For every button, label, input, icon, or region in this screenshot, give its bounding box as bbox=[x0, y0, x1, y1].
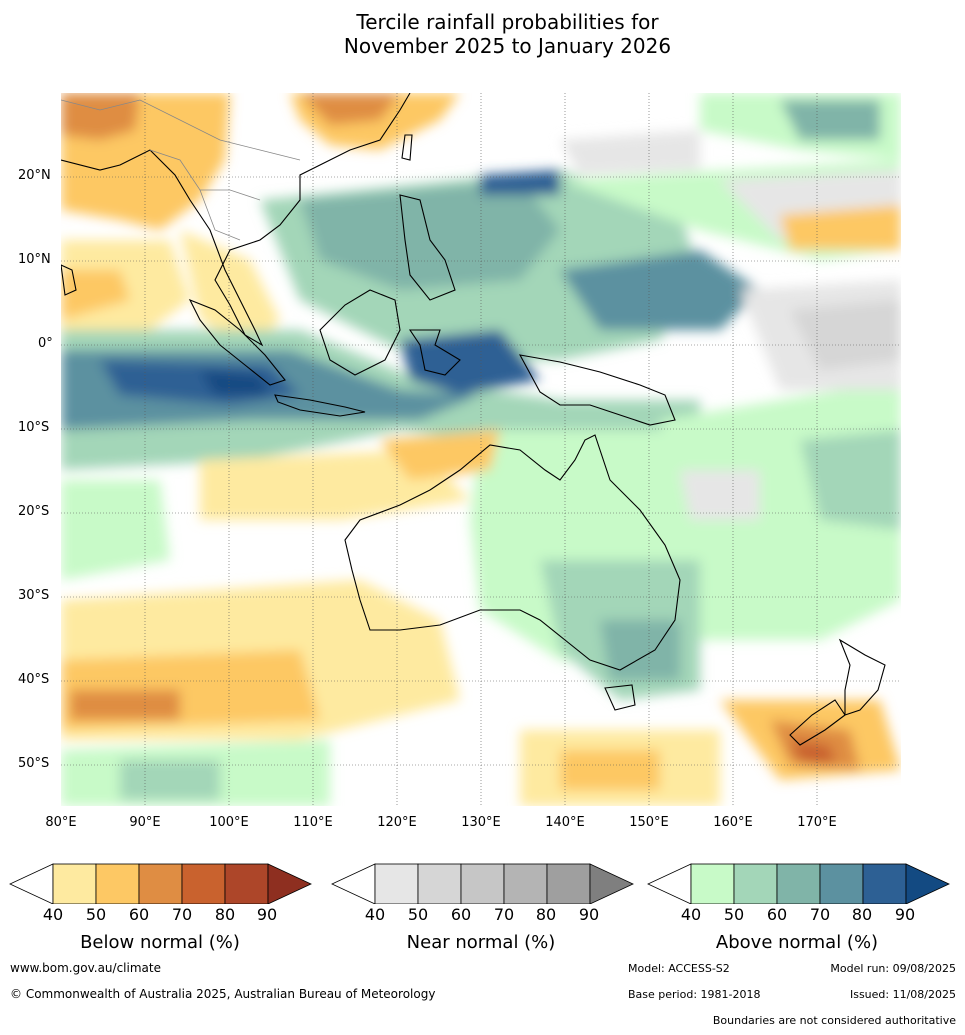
legend-extend-low bbox=[331, 863, 376, 904]
legend-swatch bbox=[181, 863, 226, 904]
latitude-label: 50°S bbox=[18, 756, 50, 771]
near-normal-legend-title: Near normal (%) bbox=[406, 932, 556, 953]
longitude-label: 170°E bbox=[797, 815, 837, 830]
new-guinea-coastline bbox=[518, 354, 676, 426]
legend-tick: 60 bbox=[450, 905, 472, 924]
taiwan-coastline bbox=[401, 134, 413, 161]
legend-swatch bbox=[95, 863, 140, 904]
latitude-label: 10°S bbox=[18, 420, 50, 435]
legend-swatch bbox=[776, 863, 821, 904]
latitude-label: 30°S bbox=[18, 588, 50, 603]
legend-swatch bbox=[224, 863, 269, 904]
base-period-text: Base period: 1981-2018 bbox=[628, 988, 761, 1001]
legend-tick: 90 bbox=[894, 905, 916, 924]
sri-lanka-coastline bbox=[61, 264, 77, 296]
legend-extend-high bbox=[589, 863, 634, 904]
legend-extend-high bbox=[267, 863, 312, 904]
above-normal-legend-title: Above normal (%) bbox=[715, 932, 879, 953]
legend-swatch bbox=[546, 863, 591, 904]
legend-tick: 60 bbox=[766, 905, 788, 924]
rainfall-probability-map bbox=[61, 93, 901, 806]
borneo-coastline bbox=[319, 289, 401, 376]
legend-tick: 80 bbox=[214, 905, 236, 924]
copyright-text: © Commonwealth of Australia 2025, Austra… bbox=[10, 987, 436, 1001]
model-text: Model: ACCESS-S2 bbox=[628, 962, 730, 975]
australia-coastline bbox=[344, 434, 681, 671]
legend-extend-low bbox=[9, 863, 54, 904]
sumatra-coastline bbox=[188, 298, 286, 386]
map-title: Tercile rainfall probabilities for Novem… bbox=[0, 10, 965, 58]
legend-swatch bbox=[690, 863, 735, 904]
latitude-label: 0° bbox=[38, 336, 53, 351]
longitude-label: 160°E bbox=[713, 815, 753, 830]
legend-tick: 90 bbox=[256, 905, 278, 924]
map-title-line-1: Tercile rainfall probabilities for bbox=[356, 10, 659, 34]
java-coastline bbox=[274, 394, 366, 417]
disclaimer-text: Boundaries are not considered authoritat… bbox=[712, 1014, 956, 1027]
probability-field bbox=[61, 93, 901, 806]
latitude-label: 20°S bbox=[18, 504, 50, 519]
legend-swatch bbox=[52, 863, 97, 904]
legend-tick: 40 bbox=[364, 905, 386, 924]
legend-swatch bbox=[460, 863, 505, 904]
latitude-label: 40°S bbox=[18, 672, 50, 687]
legend-tick: 70 bbox=[171, 905, 193, 924]
new-zealand-coastline bbox=[789, 638, 886, 746]
country-borders bbox=[61, 99, 301, 241]
legend-swatch bbox=[503, 863, 548, 904]
legend-tick: 80 bbox=[851, 905, 873, 924]
legend-extend-low bbox=[647, 863, 692, 904]
legend-swatch bbox=[733, 863, 778, 904]
longitude-label: 140°E bbox=[545, 815, 585, 830]
tasmania-coastline bbox=[604, 684, 636, 711]
coastlines bbox=[61, 93, 886, 746]
longitude-label: 80°E bbox=[45, 815, 77, 830]
longitude-label: 100°E bbox=[209, 815, 249, 830]
legend-swatch bbox=[374, 863, 419, 904]
below-normal-legend-title: Below normal (%) bbox=[80, 932, 240, 953]
latitude-label: 20°N bbox=[18, 168, 51, 183]
legend-tick: 50 bbox=[85, 905, 107, 924]
website-link[interactable]: www.bom.gov.au/climate bbox=[10, 961, 161, 975]
map-title-line-2: November 2025 to January 2026 bbox=[343, 34, 672, 58]
legend-tick: 90 bbox=[578, 905, 600, 924]
sulawesi-coastline bbox=[408, 329, 461, 376]
philippines-coastline bbox=[399, 194, 456, 301]
near-normal-colorbar bbox=[331, 863, 634, 904]
legend-tick: 70 bbox=[493, 905, 515, 924]
legend-tick: 40 bbox=[680, 905, 702, 924]
longitude-label: 90°E bbox=[129, 815, 161, 830]
issued-text: Issued: 11/08/2025 bbox=[849, 988, 956, 1001]
graticule bbox=[61, 93, 901, 806]
legend-tick: 40 bbox=[42, 905, 64, 924]
longitude-label: 130°E bbox=[461, 815, 501, 830]
legend-tick: 50 bbox=[407, 905, 429, 924]
legend-tick: 60 bbox=[128, 905, 150, 924]
legend-swatch bbox=[138, 863, 183, 904]
model-run-text: Model run: 09/08/2025 bbox=[830, 962, 956, 975]
legend-tick: 70 bbox=[809, 905, 831, 924]
legend-tick: 50 bbox=[723, 905, 745, 924]
above-normal-colorbar bbox=[647, 863, 950, 904]
longitude-label: 120°E bbox=[377, 815, 417, 830]
latitude-label: 10°N bbox=[18, 252, 51, 267]
legend-swatch bbox=[862, 863, 907, 904]
legend-tick: 80 bbox=[535, 905, 557, 924]
legend-swatch bbox=[819, 863, 864, 904]
legend-swatch bbox=[417, 863, 462, 904]
longitude-label: 110°E bbox=[293, 815, 333, 830]
mainland-asia-coastline bbox=[61, 93, 411, 347]
legend-extend-high bbox=[905, 863, 950, 904]
below-normal-colorbar bbox=[9, 863, 312, 904]
longitude-label: 150°E bbox=[629, 815, 669, 830]
